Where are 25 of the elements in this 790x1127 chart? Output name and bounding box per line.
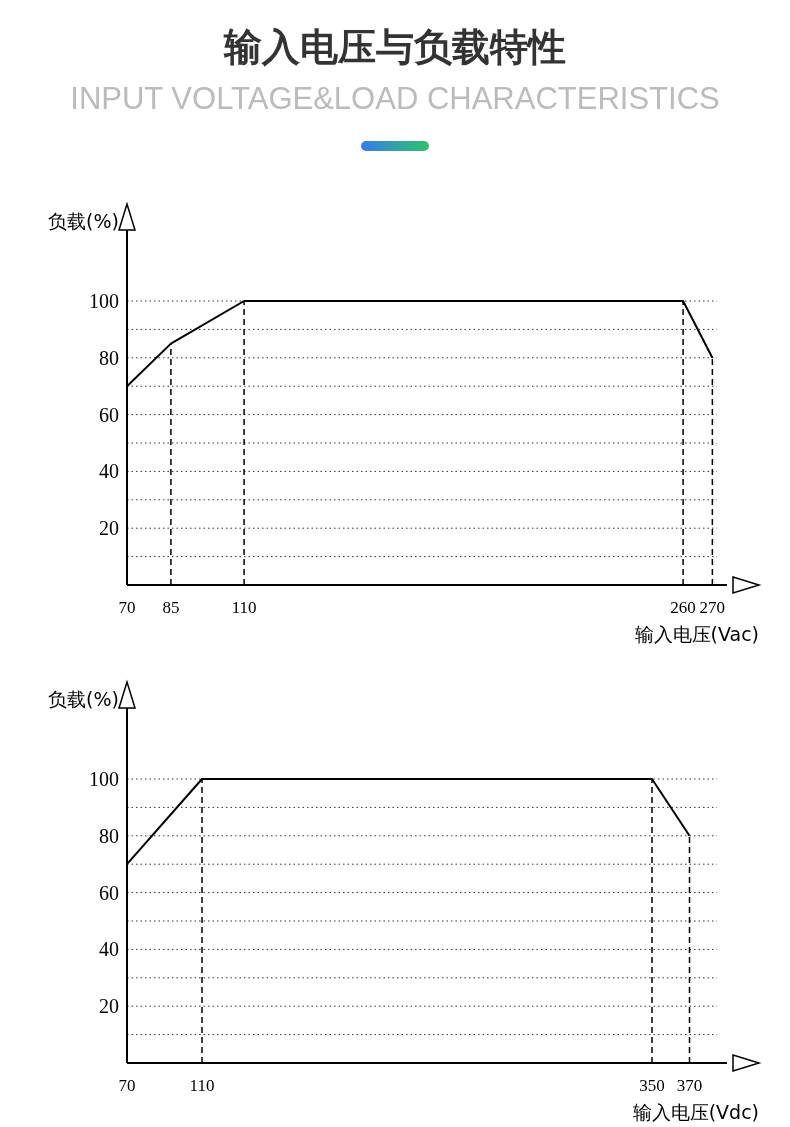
y-tick-label: 40: [99, 460, 119, 483]
x-tick-label: 370: [676, 1076, 703, 1095]
x-tick-label: 110: [189, 1076, 215, 1095]
y-tick-label: 20: [99, 517, 119, 540]
x-tick-label: 350: [639, 1076, 665, 1095]
y-axis-title: 负载(%): [48, 688, 119, 710]
chart-title: 输入电压与负载特性: [223, 25, 566, 69]
y-tick-label: 20: [99, 995, 119, 1018]
y-tick-label: 60: [99, 403, 119, 426]
x-tick-label: 270: [699, 598, 726, 617]
y-tick-label: 60: [99, 881, 119, 904]
x-tick-label: 260: [670, 598, 696, 617]
y-tick-label: 80: [99, 824, 119, 847]
x-axis-title: 输入电压(Vdc): [632, 1101, 759, 1123]
x-tick-label: 70: [118, 1076, 136, 1095]
y-tick-label: 100: [89, 290, 119, 312]
x-tick-label: 70: [118, 598, 136, 617]
y-axis-title: 负载(%): [48, 210, 119, 232]
x-axis-title: 输入电压(Vac): [634, 623, 759, 645]
y-tick-label: 80: [99, 346, 119, 369]
chart-subtitle: INPUT VOLTAGE&LOAD CHARACTERISTICS: [70, 81, 720, 116]
x-tick-label: 110: [231, 598, 257, 617]
y-tick-label: 40: [99, 938, 119, 961]
x-tick-label: 85: [162, 598, 180, 617]
y-tick-label: 100: [89, 768, 119, 790]
